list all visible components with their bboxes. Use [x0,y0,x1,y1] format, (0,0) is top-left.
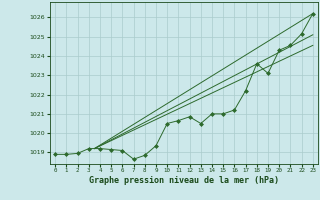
X-axis label: Graphe pression niveau de la mer (hPa): Graphe pression niveau de la mer (hPa) [89,176,279,185]
